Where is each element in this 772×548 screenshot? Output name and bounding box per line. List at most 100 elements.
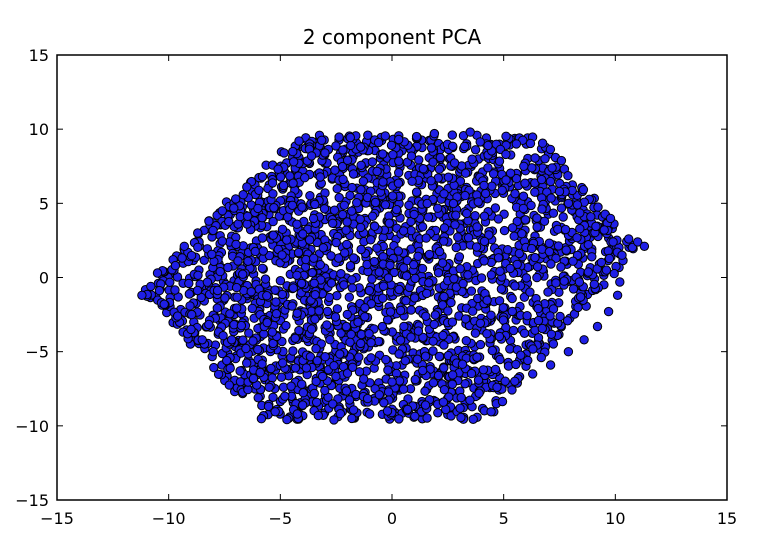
scatter-point: [393, 178, 404, 188]
scatter-point: [270, 407, 280, 417]
scatter-point: [317, 135, 327, 146]
scatter-point: [480, 188, 491, 199]
scatter-point: [475, 339, 486, 350]
scatter-point: [332, 291, 342, 301]
scatter-point: [207, 249, 217, 260]
scatter-point: [479, 236, 490, 247]
scatter-point: [409, 293, 420, 303]
scatter-point: [401, 271, 412, 281]
scatter-point: [530, 187, 540, 197]
scatter-point: [369, 221, 380, 232]
scatter-point: [546, 259, 556, 269]
scatter-point: [290, 333, 300, 343]
scatter-point: [475, 318, 486, 328]
scatter-point: [627, 242, 638, 253]
scatter-point: [458, 278, 468, 289]
scatter-point: [320, 352, 330, 362]
scatter-point: [423, 212, 434, 222]
scatter-point: [553, 241, 564, 251]
scatter-point: [490, 203, 501, 213]
scatter-point: [225, 309, 235, 319]
scatter-point: [556, 203, 567, 213]
scatter-point: [298, 229, 308, 239]
y-tick-label: 10: [29, 120, 49, 139]
scatter-point: [297, 202, 307, 212]
scatter-point: [391, 204, 402, 215]
scatter-point: [257, 171, 268, 182]
scatter-point: [493, 214, 504, 224]
scatter-point: [460, 168, 471, 178]
scatter-point: [276, 372, 287, 382]
scatter-point: [561, 245, 571, 255]
scatter-point: [297, 379, 307, 389]
scatter-point: [152, 268, 163, 278]
scatter-point: [500, 376, 510, 386]
scatter-point: [496, 284, 507, 294]
scatter-point: [449, 274, 459, 284]
scatter-point: [311, 344, 321, 354]
scatter-point: [461, 336, 471, 346]
scatter-point: [267, 327, 277, 337]
scatter-point: [556, 155, 567, 166]
scatter-point: [426, 143, 437, 153]
scatter-point: [232, 292, 242, 302]
scatter-point: [418, 332, 428, 342]
scatter-point: [572, 200, 583, 210]
scatter-point: [511, 173, 522, 184]
scatter-point: [548, 208, 559, 218]
scatter-point: [250, 246, 261, 257]
scatter-point: [525, 287, 535, 297]
scatter-point: [288, 146, 298, 157]
scatter-point: [247, 303, 258, 314]
scatter-point: [428, 157, 438, 167]
scatter-point: [563, 171, 573, 181]
scatter-point: [430, 310, 440, 320]
scatter-point: [486, 407, 496, 417]
scatter-point: [258, 246, 268, 256]
x-tick-label: 15: [717, 509, 737, 528]
scatter-point: [466, 286, 477, 296]
scatter-point: [544, 247, 555, 257]
scatter-point: [344, 395, 355, 405]
x-tick-label: −5: [269, 509, 293, 528]
scatter-point: [546, 329, 557, 339]
scatter-point: [410, 411, 420, 421]
scatter-point: [443, 172, 454, 182]
scatter-point: [394, 156, 404, 166]
scatter-point: [318, 243, 328, 253]
scatter-point: [575, 208, 585, 218]
scatter-point: [184, 289, 195, 299]
scatter-point: [331, 237, 341, 248]
scatter-point: [293, 247, 304, 258]
scatter-point: [227, 335, 237, 345]
scatter-point: [476, 273, 487, 283]
scatter-point: [395, 335, 406, 345]
y-tick-label: −15: [15, 491, 49, 510]
scatter-point: [243, 256, 253, 266]
scatter-point: [545, 176, 556, 187]
scatter-point: [495, 354, 505, 365]
scatter-point: [439, 223, 450, 233]
scatter-point: [280, 391, 290, 401]
scatter-point: [281, 320, 291, 331]
scatter-point: [385, 260, 395, 270]
ticks-layer: [56, 54, 728, 501]
scatter-point: [231, 239, 241, 250]
scatter-point: [326, 278, 337, 288]
scatter-point: [455, 264, 465, 274]
scatter-point: [264, 382, 274, 392]
scatter-point: [589, 279, 599, 289]
scatter-point: [465, 127, 475, 137]
scatter-point: [241, 343, 251, 354]
scatter-point: [505, 263, 515, 274]
scatter-point: [474, 388, 484, 398]
scatter-point: [455, 403, 465, 413]
scatter-point: [294, 325, 304, 336]
scatter-point: [501, 149, 511, 160]
scatter-point: [505, 344, 515, 354]
scatter-point: [305, 352, 316, 362]
scatter-point: [511, 359, 521, 370]
scatter-point: [306, 324, 317, 334]
scatter-point: [418, 365, 428, 376]
scatter-point: [268, 230, 278, 240]
